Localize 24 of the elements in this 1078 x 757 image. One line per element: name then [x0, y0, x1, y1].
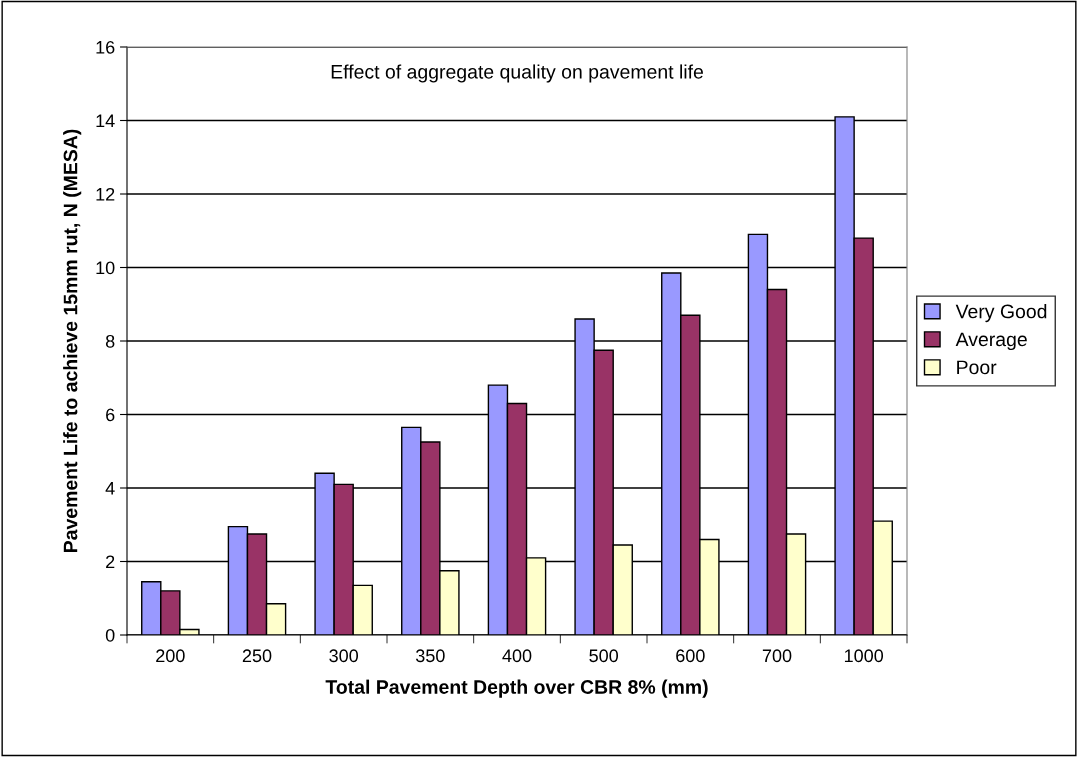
x-tick-label: 200 — [156, 649, 185, 663]
y-tick-label: 8 — [105, 334, 115, 348]
y-tick-label: 16 — [96, 40, 115, 54]
x-tick-label: 250 — [242, 649, 272, 663]
y-tick-label: 12 — [96, 187, 115, 201]
y-tick-label: 0 — [105, 628, 115, 642]
y-tick-label: 6 — [106, 408, 115, 422]
y-tick-label: 10 — [96, 261, 115, 275]
text: Effect of aggregate quality on pavement life — [331, 64, 703, 83]
x-tick-label: 350 — [415, 649, 445, 663]
legend-label: Average — [955, 332, 1027, 351]
x-tick-label: 500 — [589, 649, 619, 663]
legend-label: Very Good — [955, 304, 1047, 323]
y-tick-label: 4 — [105, 482, 115, 495]
x-axis-title: Total Pavement Depth over CBR 8% (mm) — [325, 679, 708, 698]
x-tick-label: 300 — [329, 649, 359, 663]
y-axis-title: Pavement Life to achieve 15mm rut, N (MESA) — [63, 129, 82, 553]
x-tick-label: 1000 — [844, 649, 884, 663]
legend-label: Poor — [957, 360, 997, 375]
y-tick-label: 14 — [96, 114, 115, 128]
x-tick-label: 600 — [676, 649, 705, 663]
x-tick-label: 700 — [762, 649, 792, 663]
y-tick-label: 2 — [106, 555, 115, 569]
x-tick-label: 400 — [502, 649, 532, 663]
